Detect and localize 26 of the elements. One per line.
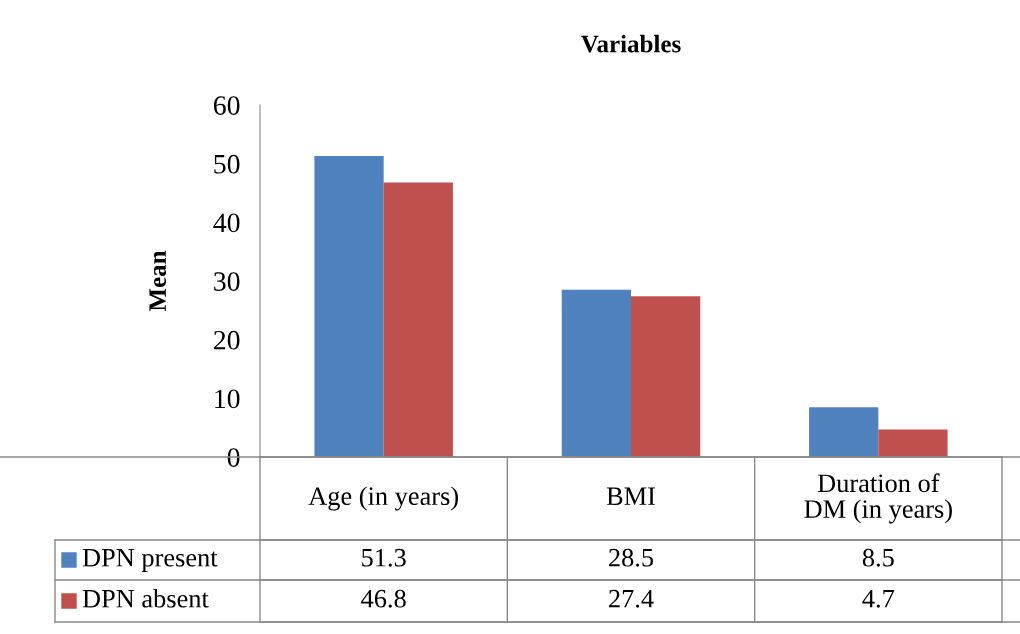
data-label: 51.3	[362, 548, 406, 567]
chart-title: Variables	[581, 34, 681, 53]
data-label: 28.5	[609, 548, 654, 567]
x-tick-label: Duration of DM (in years)	[804, 473, 952, 524]
bar	[561, 289, 631, 457]
bar	[314, 156, 384, 457]
legend-label: DPN absent	[82, 589, 209, 608]
y-tick-label: 0	[227, 448, 240, 467]
bar	[383, 182, 453, 457]
y-axis-title: Mean	[149, 250, 167, 312]
y-tick-label: 20	[214, 330, 240, 350]
bar	[631, 296, 701, 457]
data-label: 8.5	[862, 548, 894, 567]
y-tick-label: 60	[213, 96, 240, 115]
legend-label: DPN present	[82, 549, 218, 572]
bar	[878, 429, 948, 457]
y-tick-label: 50	[214, 154, 240, 174]
y-tick-label: 10	[215, 389, 240, 409]
data-label: 4.7	[862, 589, 895, 608]
y-tick-label: 30	[214, 272, 240, 291]
bar	[809, 407, 879, 457]
data-label: 27.4	[609, 589, 654, 608]
x-tick-label: BMI	[606, 487, 655, 505]
x-tick-label: Age (in years)	[308, 486, 458, 511]
y-tick-label: 40	[213, 213, 240, 233]
data-label: 46.8	[361, 589, 406, 608]
